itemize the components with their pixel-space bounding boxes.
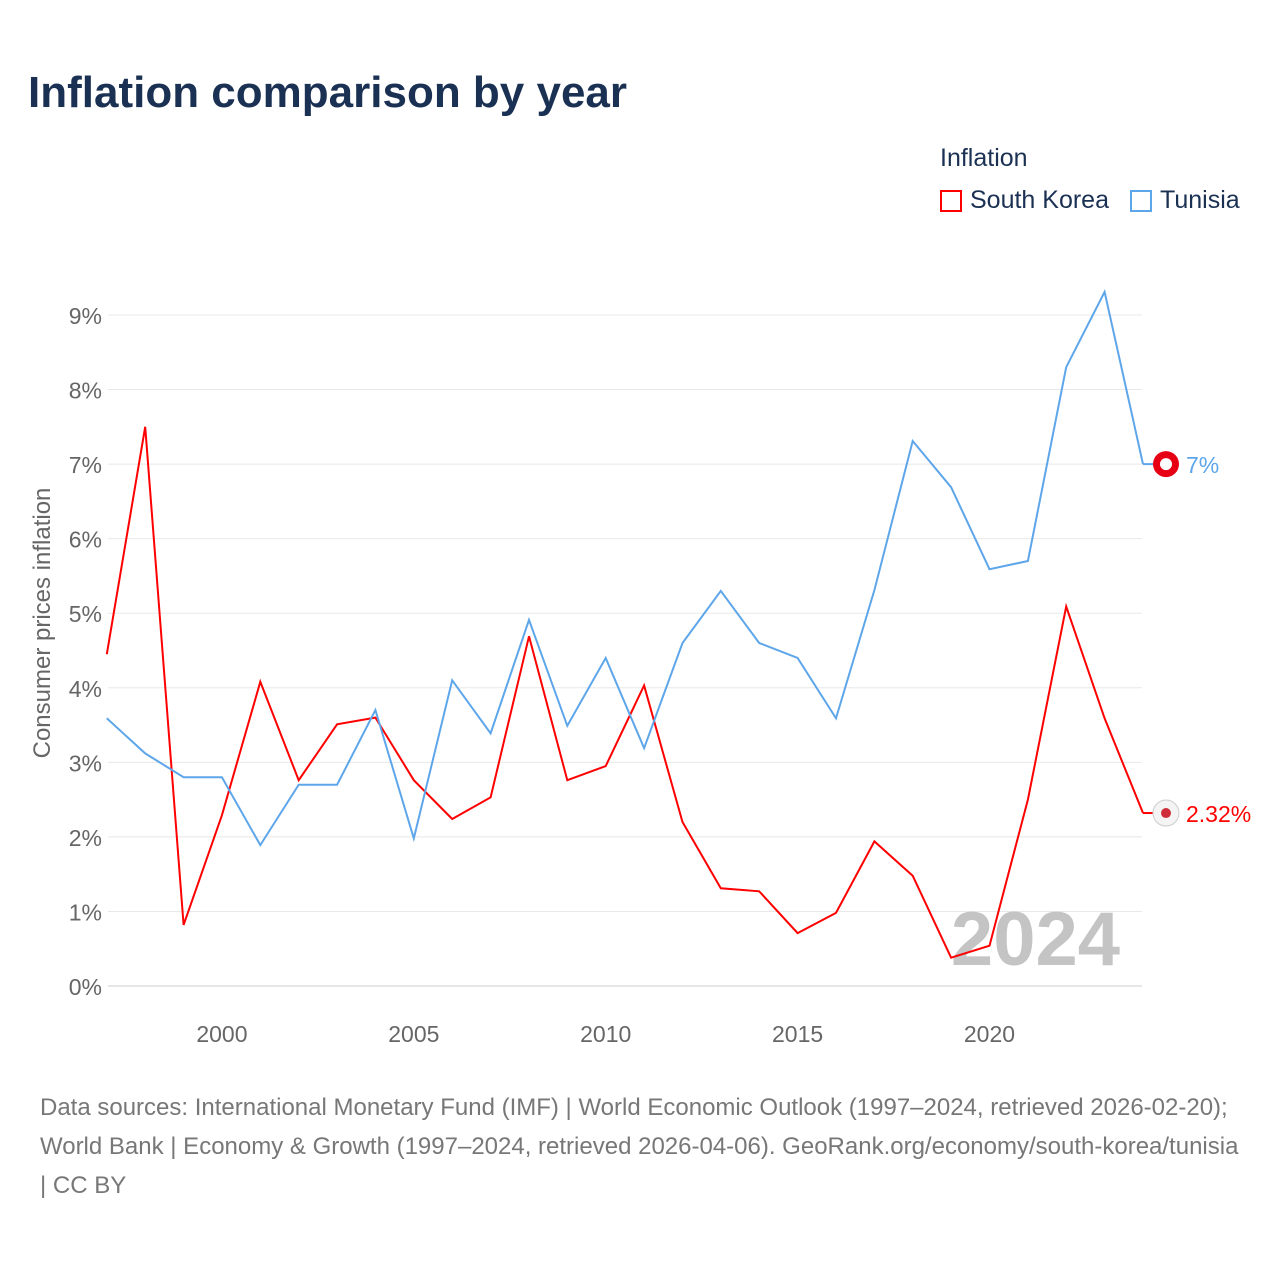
y-tick-label: 2% — [69, 825, 102, 851]
end-value-label: 2.32% — [1186, 801, 1251, 827]
y-tick-label: 9% — [69, 303, 102, 329]
y-tick-label: 8% — [69, 378, 102, 404]
y-tick-label: 6% — [69, 527, 102, 553]
x-tick-label: 2005 — [388, 1021, 439, 1047]
legend-swatch — [940, 189, 962, 212]
x-tick-label: 2000 — [196, 1021, 247, 1047]
end-value-label: 7% — [1186, 452, 1219, 478]
year-watermark: 2024 — [951, 897, 1120, 982]
flag-crescent — [1160, 458, 1172, 471]
data-source-note: Data sources: International Monetary Fun… — [40, 1094, 1239, 1199]
line-chart: 0% 1% 2% 3% 4% 5% 6% 7% 8% 9% 2000 2005 2010 2015 2020… — [29, 288, 1251, 1047]
legend-label: South Korea — [970, 186, 1109, 214]
y-tick-label: 5% — [69, 601, 102, 627]
flag-taegeuk — [1161, 808, 1171, 819]
legend-title: Inflation — [940, 144, 1028, 172]
series-line-south-korea — [105, 426, 1144, 959]
y-tick-label: 7% — [69, 452, 102, 478]
legend-swatch — [1130, 189, 1152, 212]
y-tick-label: 0% — [69, 974, 102, 1000]
legend-label: Tunisia — [1160, 186, 1240, 214]
legend-item-tunisia[interactable]: Tunisia — [1130, 186, 1240, 215]
y-axis-label: Consumer prices inflation — [29, 488, 56, 759]
legend-item-south-korea[interactable]: South Korea — [940, 186, 1109, 215]
series-line-tunisia — [106, 288, 1144, 848]
x-tick-label: 2020 — [964, 1021, 1015, 1047]
x-tick-label: 2010 — [580, 1021, 631, 1047]
page-title: Inflation comparison by year — [28, 68, 628, 117]
y-tick-label: 3% — [69, 750, 102, 776]
y-tick-label: 1% — [69, 899, 102, 925]
y-tick-label: 4% — [69, 676, 102, 702]
x-tick-label: 2015 — [772, 1021, 823, 1047]
